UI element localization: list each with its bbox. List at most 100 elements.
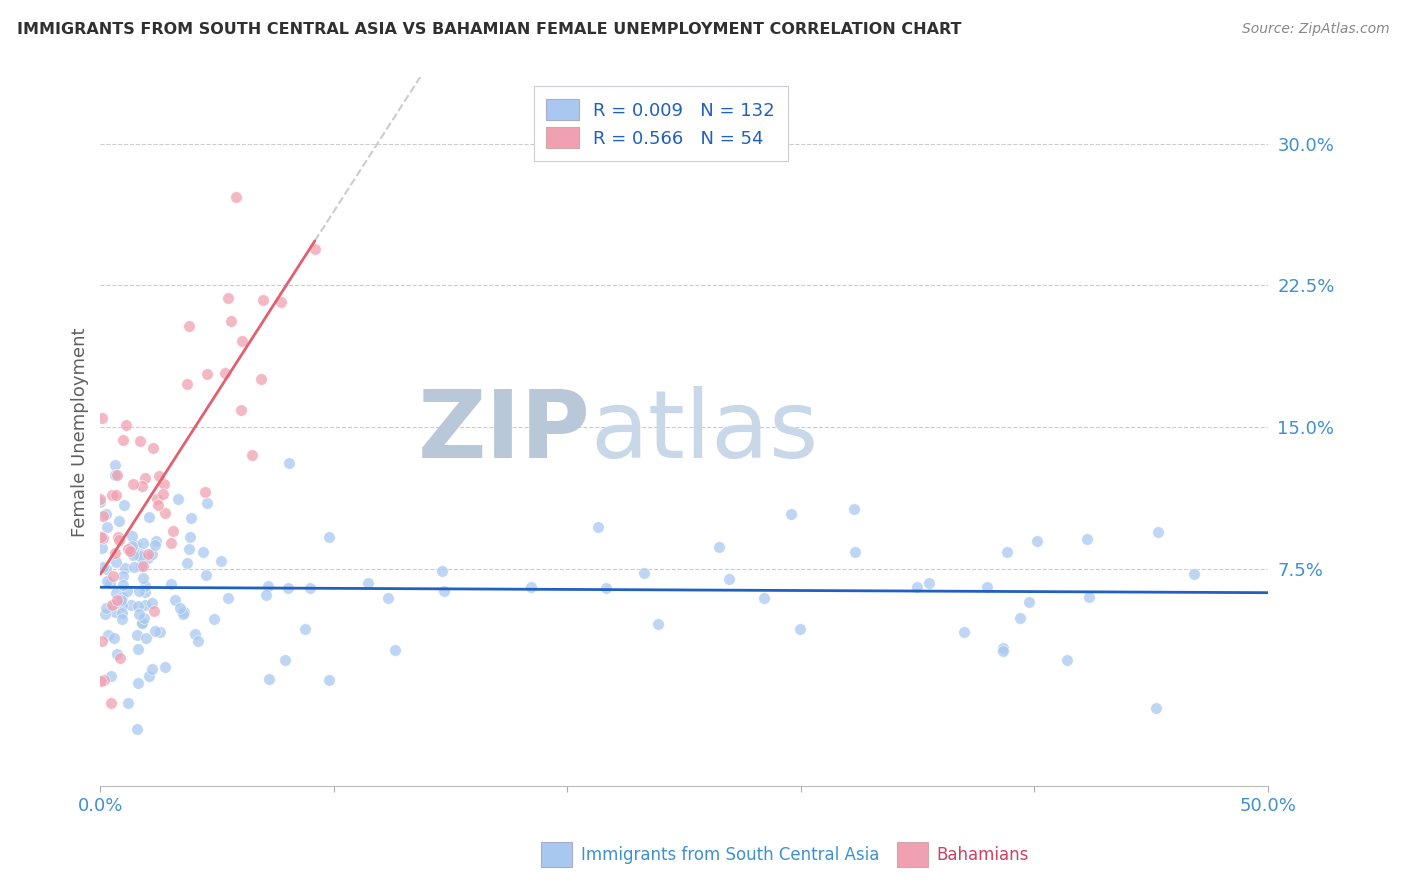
Point (132, 559, 155, 574)
Point (240, 448, 263, 462)
Point (136, 547, 159, 561)
Point (94, 607, 117, 621)
Point (100, 669, 122, 683)
Point (217, 292, 239, 306)
Point (1077, 590, 1099, 604)
Point (105, 488, 128, 502)
Point (105, 468, 128, 483)
Point (231, 334, 253, 348)
Point (103, 597, 125, 611)
Point (107, 514, 129, 528)
Point (1056, 653, 1078, 667)
Point (134, 610, 156, 624)
Point (138, 669, 160, 683)
Point (991, 640, 1014, 655)
Point (128, 434, 150, 449)
Point (124, 538, 146, 552)
Point (142, 441, 165, 455)
Point (180, 510, 202, 524)
Point (294, 622, 316, 636)
Point (225, 189, 247, 203)
Point (125, 723, 148, 737)
Point (905, 580, 928, 594)
Point (152, 476, 174, 491)
Point (96, 562, 118, 576)
Point (98, 576, 121, 591)
Point (110, 592, 132, 607)
Point (377, 591, 399, 605)
Point (120, 543, 142, 558)
Point (122, 543, 145, 558)
Point (111, 606, 134, 620)
Point (214, 366, 236, 380)
Point (105, 555, 128, 569)
Point (143, 624, 166, 638)
Point (918, 575, 941, 590)
Point (191, 545, 214, 559)
Point (105, 593, 128, 607)
Point (217, 591, 239, 605)
Point (173, 606, 195, 620)
Point (112, 569, 135, 583)
Point (121, 545, 143, 559)
Text: Source: ZipAtlas.com: Source: ZipAtlas.com (1241, 22, 1389, 37)
Point (127, 599, 149, 614)
Point (131, 615, 153, 630)
Point (134, 471, 156, 485)
Point (633, 566, 655, 581)
Point (100, 697, 122, 711)
Text: IMMIGRANTS FROM SOUTH CENTRAL ASIA VS BAHAMIAN FEMALE UNEMPLOYMENT CORRELATION C: IMMIGRANTS FROM SOUTH CENTRAL ASIA VS BA… (17, 22, 962, 37)
Point (195, 568, 218, 582)
Point (976, 580, 998, 594)
Point (209, 554, 232, 568)
Point (165, 593, 187, 607)
Point (134, 598, 156, 612)
Point (91, 531, 114, 545)
Point (176, 376, 198, 391)
Point (121, 477, 143, 491)
Point (108, 533, 131, 548)
Point (1182, 567, 1205, 582)
Point (104, 467, 127, 482)
Point (202, 612, 225, 626)
Point (128, 607, 150, 622)
Point (141, 547, 163, 561)
Point (162, 524, 184, 539)
Point (108, 651, 131, 665)
Point (134, 585, 156, 599)
Point (91, 541, 114, 555)
Point (146, 498, 169, 512)
Point (152, 487, 174, 501)
Point (356, 576, 378, 591)
Point (384, 643, 406, 657)
Point (100, 598, 122, 612)
Point (114, 418, 136, 433)
Point (153, 660, 176, 674)
Point (136, 551, 159, 566)
Point (125, 628, 148, 642)
Point (995, 545, 1018, 559)
Point (112, 498, 135, 512)
Text: atlas: atlas (591, 386, 818, 478)
Point (91, 508, 114, 523)
Point (90, 411, 112, 425)
Point (93, 673, 115, 688)
Point (101, 569, 124, 583)
Text: Immigrants from South Central Asia: Immigrants from South Central Asia (581, 846, 879, 863)
Point (89, 491, 111, 506)
Point (122, 560, 145, 574)
Point (105, 647, 128, 661)
Point (159, 536, 181, 550)
Point (94, 507, 117, 521)
Point (121, 529, 143, 543)
Point (121, 539, 143, 553)
Point (104, 606, 127, 620)
Point (117, 542, 139, 557)
Point (169, 600, 191, 615)
Point (143, 604, 166, 618)
Point (108, 595, 131, 609)
Point (89, 495, 111, 509)
Point (112, 434, 135, 448)
Point (134, 579, 156, 593)
Point (94, 601, 117, 615)
